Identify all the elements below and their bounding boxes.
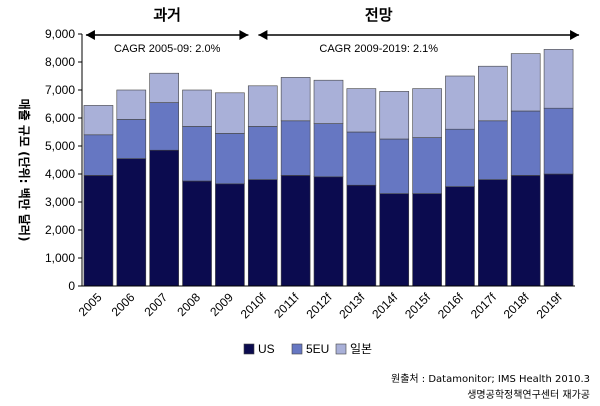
bar-segment-5eu-2011f (280, 120, 311, 176)
bar-segment-5eu-2014f (379, 138, 410, 194)
bar-segment--2007 (149, 72, 179, 103)
bar-segment-5eu-2017f (478, 120, 508, 180)
bar-segment-5eu-2012f (313, 123, 344, 178)
bar-segment-5eu-2013f (346, 131, 377, 186)
bar-segment--2011f (280, 77, 311, 122)
bar-segment-5eu-2019f (543, 107, 574, 175)
y-axis: 0 1,000 2,000 3,000 4,000 5,000 6,000 7,000 8,00… (45, 27, 83, 293)
past-cagr-label: CAGR 2005-09: 2.0% (114, 43, 221, 55)
x-tick-label: 2015f (402, 290, 434, 322)
bar-segment--2014f (379, 91, 410, 140)
bar-segment--2017f (478, 65, 508, 122)
bar-segment-us-2006 (116, 158, 147, 287)
bar-segment-us-2019f (543, 173, 574, 287)
bar-segment--2006 (116, 89, 147, 120)
bar-segment-us-2015f (412, 193, 442, 287)
y-tick-label: 8,000 (45, 55, 75, 69)
legend-swatch (243, 343, 255, 355)
bar-segment-5eu-2016f (445, 128, 475, 187)
bar-segment-5eu-2015f (412, 137, 442, 194)
bar-segment-5eu-2005 (83, 134, 114, 176)
bar-segment--2016f (445, 75, 475, 130)
forecast-cagr-label: CAGR 2009-2019: 2.1% (319, 43, 438, 55)
legend-swatch (291, 343, 303, 355)
bar-segment-5eu-2007 (149, 102, 179, 151)
arrowhead-right (570, 30, 580, 40)
y-tick-label: 4,000 (45, 167, 75, 181)
bar-segment-5eu-2008 (182, 126, 212, 182)
bar-segment-us-2005 (83, 175, 114, 287)
x-tick-label: 2008 (174, 290, 203, 319)
bar-segment-5eu-2009 (215, 133, 245, 185)
y-tick-label: 3,000 (45, 195, 75, 209)
x-tick-label: 2011f (271, 290, 302, 321)
x-tick-label: 2013f (336, 290, 368, 322)
x-axis: 2005 2006 2007 2008 2009 2010f 2011f 2012f 2013f… (76, 285, 575, 322)
x-tick-label: 2007 (142, 290, 171, 319)
bar-segment-us-2009 (215, 183, 245, 287)
bar-segment-us-2008 (182, 180, 212, 287)
x-tick-label: 2014f (369, 290, 401, 322)
bar-segment-us-2017f (478, 179, 508, 287)
x-tick-label: 2016f (435, 290, 467, 322)
y-tick-label: 9,000 (45, 27, 75, 41)
legend: US 5EU 일본 (243, 342, 372, 356)
bars-group (83, 49, 574, 287)
bar-segment--2019f (543, 49, 574, 109)
legend-label: US (258, 342, 275, 356)
bar-segment-us-2007 (149, 149, 179, 287)
arrowhead-right (239, 30, 249, 40)
arrowhead-left (85, 30, 95, 40)
y-tick-label: 6,000 (45, 111, 75, 125)
x-tick-label: 2005 (76, 290, 105, 319)
bar-segment--2005 (83, 105, 114, 136)
source-line-2: 생명공학정책연구센터 재가공 (467, 389, 590, 401)
bar-segment--2018f (510, 53, 541, 112)
bar-segment--2010f (247, 85, 278, 127)
past-period-label: 과거 (153, 6, 181, 24)
period-annotation-past: 과거 CAGR 2005-09: 2.0% (85, 6, 249, 55)
x-tick-label: 2006 (109, 290, 138, 319)
y-tick-label: 1,000 (45, 251, 75, 265)
bar-segment-us-2011f (280, 175, 311, 287)
bar-segment--2012f (313, 79, 344, 124)
y-axis-label: 매출 규모 (단위: 백만 달러) (17, 99, 32, 242)
bar-segment-us-2012f (313, 176, 344, 287)
x-tick-label: 2012f (303, 290, 335, 322)
x-tick-label: 2018f (501, 290, 533, 322)
bar-segment--2008 (182, 89, 212, 127)
x-tick-label: 2019f (534, 290, 566, 322)
bar-segment-us-2014f (379, 193, 410, 287)
source-line-1: 원출처 : Datamonitor; IMS Health 2010.3 (391, 373, 590, 385)
bar-segment--2009 (215, 92, 245, 134)
forecast-period-label: 전망 (365, 6, 393, 24)
bar-segment-us-2018f (510, 175, 541, 287)
bar-segment-5eu-2018f (510, 110, 541, 176)
bar-segment-5eu-2010f (247, 126, 278, 180)
arrowhead-left (258, 30, 268, 40)
x-tick-label: 2009 (207, 290, 236, 319)
period-annotation-forecast: 전망 CAGR 2009-2019: 2.1% (258, 6, 580, 55)
x-tick-label: 2010f (238, 290, 270, 322)
y-tick-label: 0 (68, 279, 75, 293)
y-tick-label: 5,000 (45, 139, 75, 153)
legend-swatch (335, 343, 347, 355)
legend-label: 일본 (350, 342, 372, 356)
bar-segment-us-2016f (445, 186, 475, 287)
y-tick-label: 2,000 (45, 223, 75, 237)
y-tick-label: 7,000 (45, 83, 75, 97)
bar-segment--2013f (346, 88, 377, 133)
x-tick-label: 2017f (468, 290, 500, 322)
bar-segment-us-2010f (247, 179, 278, 287)
bar-segment--2015f (412, 88, 442, 138)
bar-segment-5eu-2006 (116, 119, 147, 159)
bar-segment-us-2013f (346, 184, 377, 287)
legend-label: 5EU (306, 342, 329, 356)
